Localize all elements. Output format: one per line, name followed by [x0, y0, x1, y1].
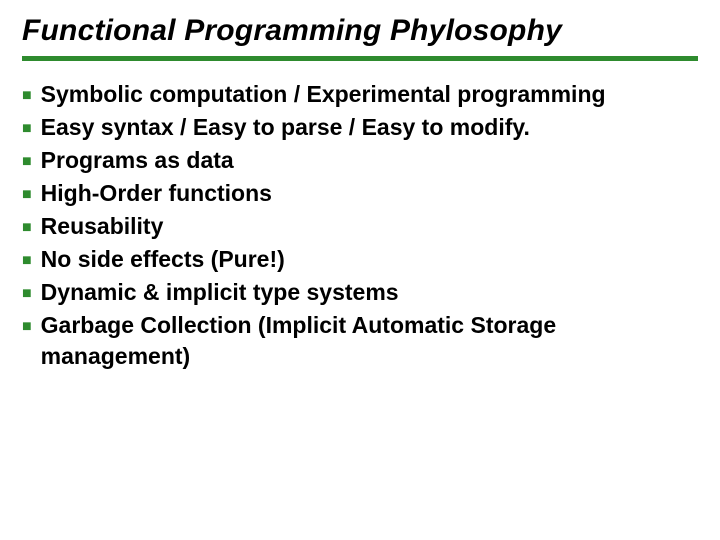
square-bullet-icon: ■	[22, 118, 32, 140]
list-item-text: High-Order functions	[41, 178, 698, 209]
list-item-text: Easy syntax / Easy to parse / Easy to mo…	[41, 112, 698, 143]
list-item-text: Dynamic & implicit type systems	[41, 277, 698, 308]
slide-title: Functional Programming Phylosophy	[22, 14, 698, 48]
bullet-list: ■ Symbolic computation / Experimental pr…	[22, 79, 698, 372]
square-bullet-icon: ■	[22, 250, 32, 272]
list-item: ■ Symbolic computation / Experimental pr…	[22, 79, 698, 110]
list-item-text: Programs as data	[41, 145, 698, 176]
list-item-text: Reusability	[41, 211, 698, 242]
list-item: ■ High-Order functions	[22, 178, 698, 209]
square-bullet-icon: ■	[22, 151, 32, 173]
list-item: ■ Garbage Collection (Implicit Automatic…	[22, 310, 698, 372]
list-item: ■ Easy syntax / Easy to parse / Easy to …	[22, 112, 698, 143]
square-bullet-icon: ■	[22, 283, 32, 305]
square-bullet-icon: ■	[22, 217, 32, 239]
list-item: ■ Reusability	[22, 211, 698, 242]
list-item-text: No side effects (Pure!)	[41, 244, 698, 275]
square-bullet-icon: ■	[22, 85, 32, 107]
list-item-text: Symbolic computation / Experimental prog…	[41, 79, 698, 110]
list-item: ■ Programs as data	[22, 145, 698, 176]
title-underline	[22, 56, 698, 61]
list-item: ■ Dynamic & implicit type systems	[22, 277, 698, 308]
square-bullet-icon: ■	[22, 184, 32, 206]
square-bullet-icon: ■	[22, 316, 32, 338]
list-item: ■ No side effects (Pure!)	[22, 244, 698, 275]
list-item-text: Garbage Collection (Implicit Automatic S…	[41, 310, 698, 372]
